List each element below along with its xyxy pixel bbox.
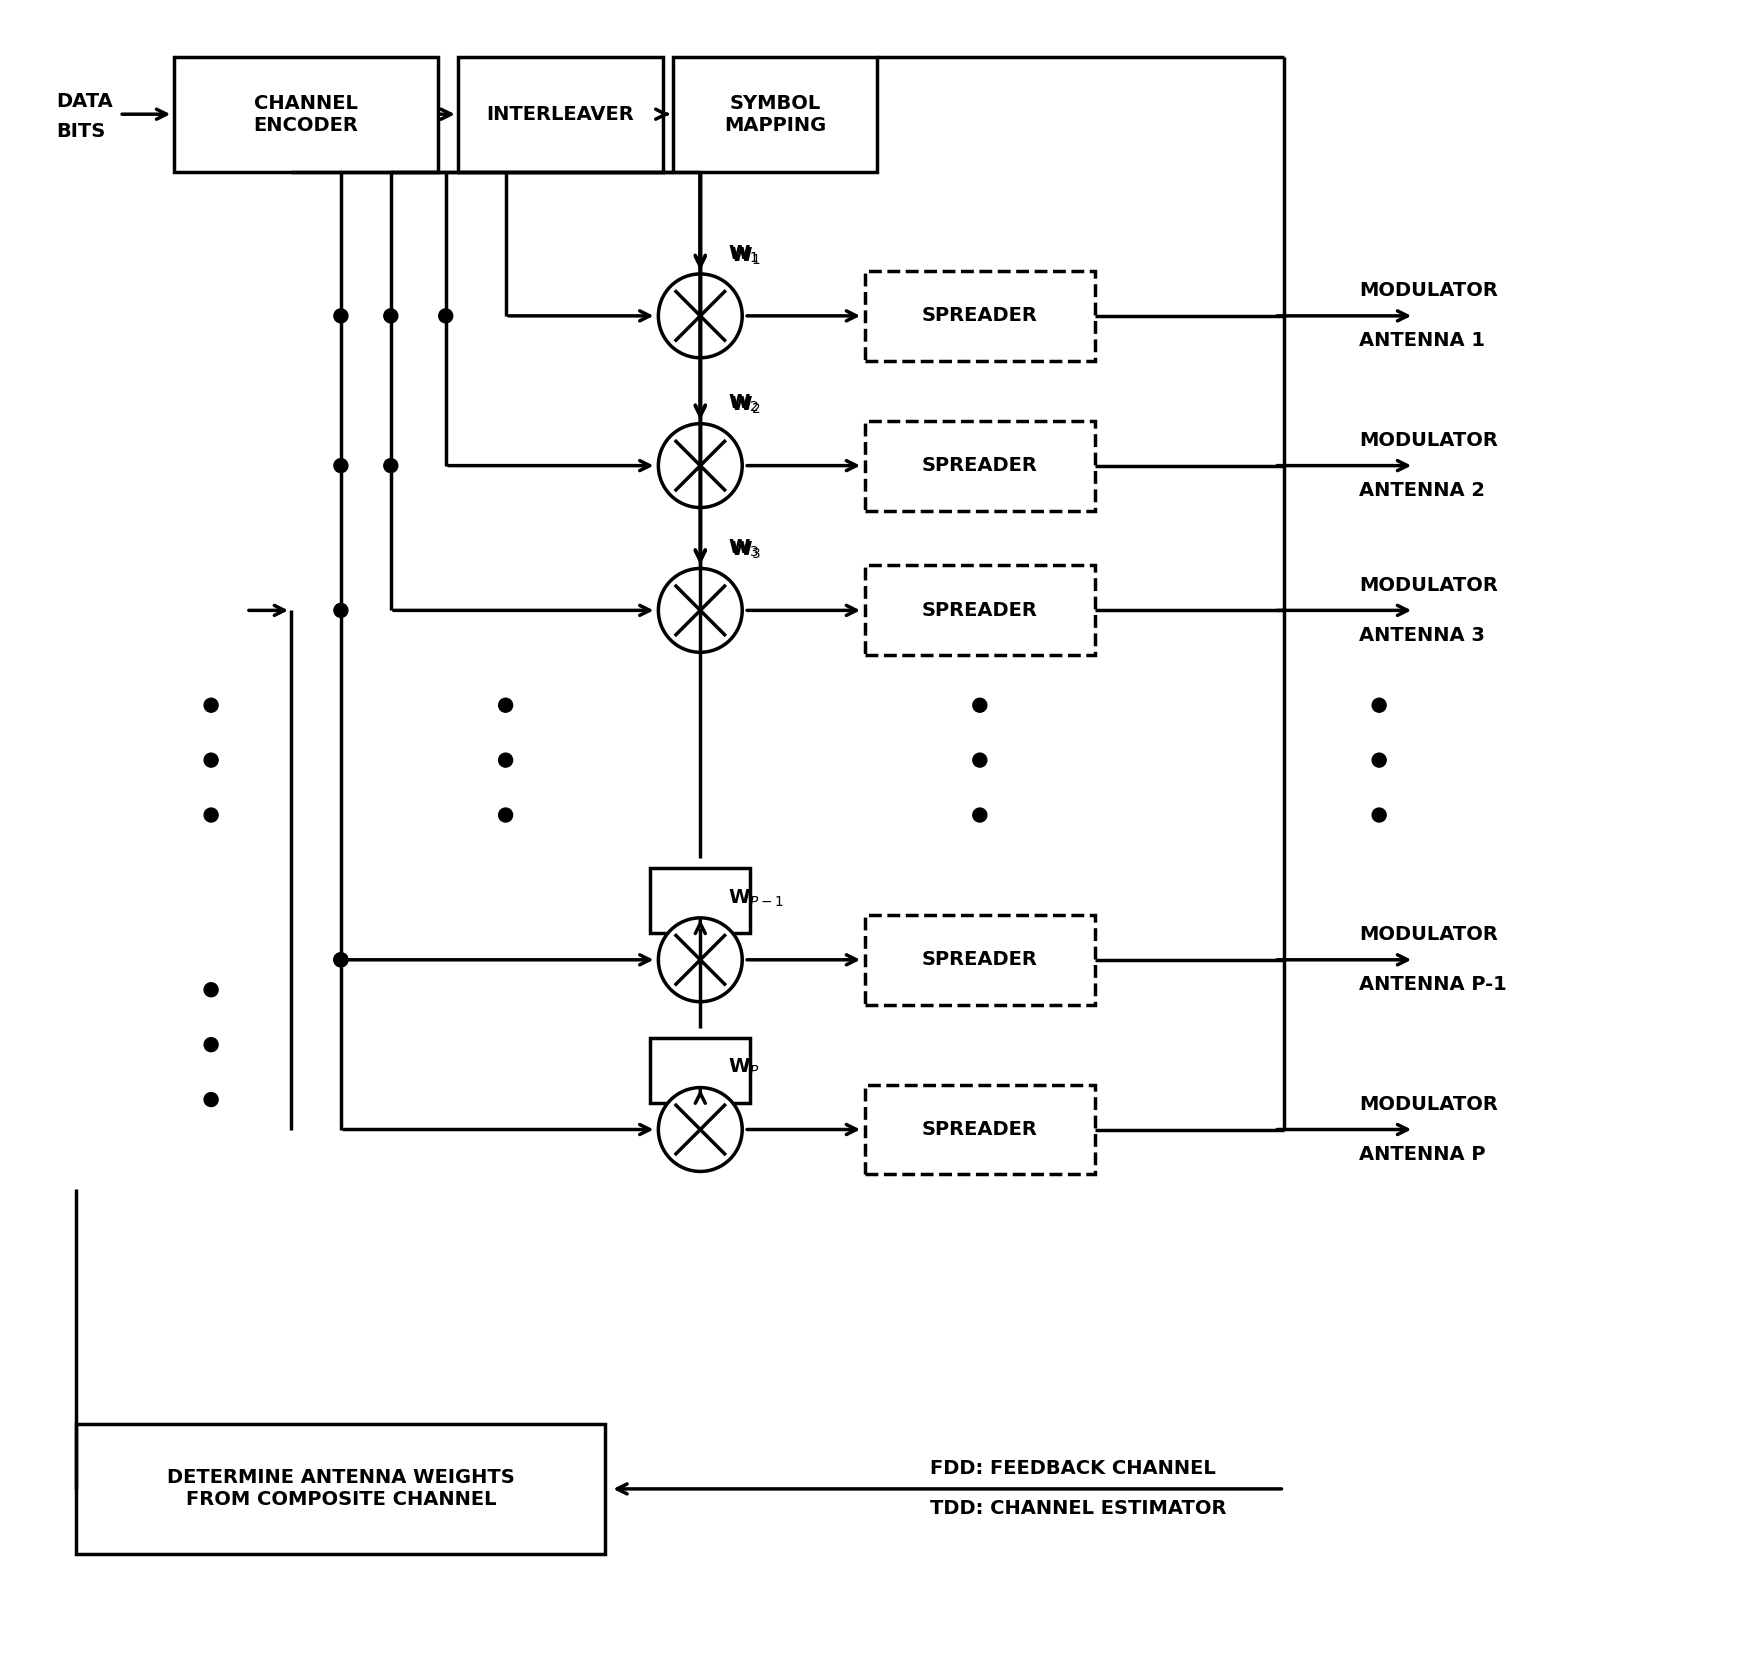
Circle shape <box>205 698 219 712</box>
Text: W$_2$: W$_2$ <box>730 394 761 416</box>
Circle shape <box>658 424 742 508</box>
Circle shape <box>499 809 513 822</box>
Text: SPREADER: SPREADER <box>922 1120 1038 1140</box>
Circle shape <box>658 1088 742 1171</box>
Text: MODULATOR: MODULATOR <box>1360 281 1498 301</box>
Circle shape <box>499 754 513 767</box>
Bar <box>864 565 1096 655</box>
Bar <box>651 867 751 932</box>
Circle shape <box>205 754 219 767</box>
Text: W$_2$: W$_2$ <box>728 393 760 414</box>
Text: SPREADER: SPREADER <box>922 602 1038 620</box>
Text: SPREADER: SPREADER <box>922 951 1038 969</box>
Circle shape <box>205 809 219 822</box>
Bar <box>651 1038 751 1103</box>
Circle shape <box>383 458 397 473</box>
Text: W$_3$: W$_3$ <box>728 538 760 560</box>
Text: BITS: BITS <box>56 122 105 140</box>
Circle shape <box>1372 754 1386 767</box>
Text: W$_1$: W$_1$ <box>728 244 760 264</box>
Text: MODULATOR: MODULATOR <box>1360 1095 1498 1115</box>
Text: MODULATOR: MODULATOR <box>1360 431 1498 449</box>
Bar <box>672 57 877 172</box>
Text: W$_3$: W$_3$ <box>730 540 761 561</box>
Circle shape <box>205 1038 219 1051</box>
Circle shape <box>334 952 348 968</box>
Text: MODULATOR: MODULATOR <box>1360 926 1498 944</box>
Circle shape <box>334 603 348 617</box>
Circle shape <box>439 309 453 323</box>
Bar <box>864 421 1096 511</box>
Circle shape <box>1372 809 1386 822</box>
Text: ANTENNA P-1: ANTENNA P-1 <box>1360 976 1507 994</box>
Circle shape <box>499 698 513 712</box>
Bar <box>864 1084 1096 1175</box>
Text: TDD: CHANNEL ESTIMATOR: TDD: CHANNEL ESTIMATOR <box>929 1499 1227 1519</box>
Bar <box>77 1424 606 1554</box>
Text: INTERLEAVER: INTERLEAVER <box>487 105 635 124</box>
Text: SPREADER: SPREADER <box>922 456 1038 475</box>
Circle shape <box>383 309 397 323</box>
Circle shape <box>973 698 987 712</box>
Text: DETERMINE ANTENNA WEIGHTS
FROM COMPOSITE CHANNEL: DETERMINE ANTENNA WEIGHTS FROM COMPOSITE… <box>166 1469 514 1509</box>
Circle shape <box>334 952 348 968</box>
Circle shape <box>973 754 987 767</box>
Circle shape <box>1372 698 1386 712</box>
Circle shape <box>205 983 219 996</box>
Bar <box>458 57 663 172</box>
Circle shape <box>658 274 742 358</box>
Text: W$_{P-1}$: W$_{P-1}$ <box>728 887 784 909</box>
Text: FDD: FEEDBACK CHANNEL: FDD: FEEDBACK CHANNEL <box>929 1459 1216 1479</box>
Circle shape <box>334 309 348 323</box>
Circle shape <box>658 917 742 1001</box>
Text: CHANNEL
ENCODER: CHANNEL ENCODER <box>254 94 359 135</box>
Bar <box>173 57 438 172</box>
Circle shape <box>973 809 987 822</box>
Text: ANTENNA 1: ANTENNA 1 <box>1360 331 1486 351</box>
Text: SPREADER: SPREADER <box>922 306 1038 326</box>
Circle shape <box>334 458 348 473</box>
Text: MODULATOR: MODULATOR <box>1360 576 1498 595</box>
Text: SYMBOL
MAPPING: SYMBOL MAPPING <box>724 94 826 135</box>
Circle shape <box>658 568 742 652</box>
Text: DATA: DATA <box>56 92 114 110</box>
Text: W$_1$: W$_1$ <box>730 246 761 267</box>
Text: ANTENNA 3: ANTENNA 3 <box>1360 627 1486 645</box>
Bar <box>864 914 1096 1004</box>
Bar <box>864 271 1096 361</box>
Text: W$_P$: W$_P$ <box>728 1058 760 1078</box>
Text: ANTENNA 2: ANTENNA 2 <box>1360 481 1486 500</box>
Text: ANTENNA P: ANTENNA P <box>1360 1145 1486 1165</box>
Circle shape <box>205 1093 219 1106</box>
